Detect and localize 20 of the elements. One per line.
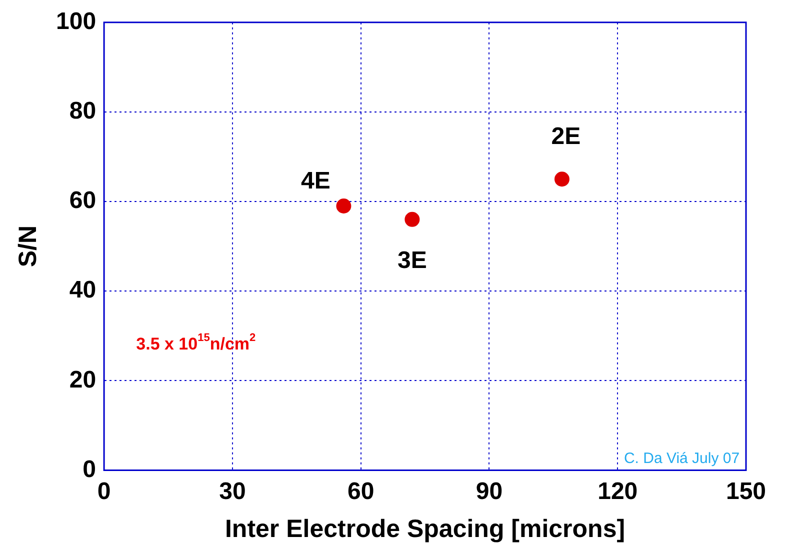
point <box>404 212 420 227</box>
annotation: 4E <box>301 168 330 195</box>
y-axis-title: S/N <box>14 225 42 268</box>
y-tick-label: 40 <box>69 276 96 304</box>
x-tick-label: 150 <box>726 478 766 506</box>
point <box>336 198 352 214</box>
point <box>554 172 570 187</box>
y-tick-label: 20 <box>69 366 96 394</box>
x-tick-label: 120 <box>598 478 638 506</box>
x-tick-label: 30 <box>219 478 246 506</box>
annotation: C. Da Viá July 07 <box>624 450 740 468</box>
annotation: 2E <box>551 122 581 150</box>
x-axis-title: Inter Electrode Spacing [microns] <box>224 514 626 543</box>
x-tick-label: 60 <box>347 478 374 506</box>
y-tick-label: 100 <box>56 8 96 36</box>
y-tick-label: 80 <box>69 98 96 125</box>
y-tick-label: 0 <box>82 456 96 483</box>
y-tick-label: 60 <box>69 187 96 214</box>
annotation: 3E <box>398 247 427 274</box>
x-tick-label: 90 <box>476 478 503 506</box>
